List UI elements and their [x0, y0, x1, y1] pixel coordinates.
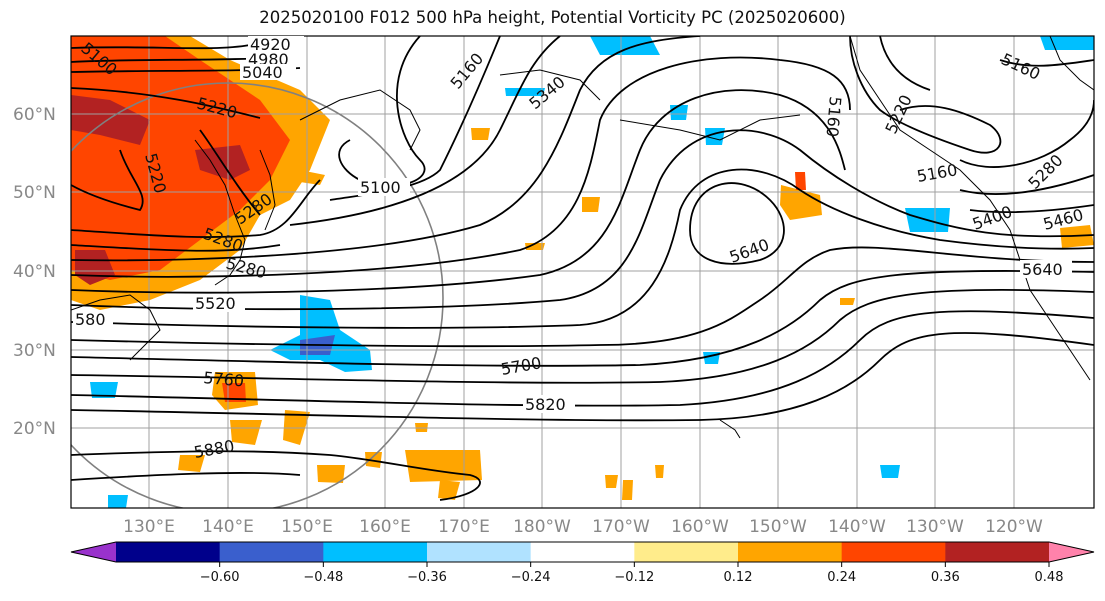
contour-label: 5640 [1022, 260, 1063, 279]
colorbar-segment [323, 542, 428, 562]
colorbar-segment [427, 542, 532, 562]
contour-label: 5520 [195, 294, 236, 313]
contour-label: 5040 [242, 63, 283, 82]
lat-label: 50°N [13, 183, 56, 203]
colorbar-tick-label: −0.48 [303, 570, 343, 585]
colorbar-segment [738, 542, 843, 562]
lat-label: 30°N [13, 341, 56, 361]
contour-label: 5100 [360, 178, 401, 197]
lat-label: 20°N [13, 419, 56, 439]
latitude-labels: 60°N 50°N 40°N 30°N 20°N [13, 105, 56, 439]
lon-label: 130°E [123, 517, 175, 537]
lon-label: 150°W [749, 517, 807, 537]
colorbar-tick-label: −0.24 [511, 570, 551, 585]
colorbar-tick-label: 0.12 [724, 570, 753, 585]
colorbar-extend-high [1049, 542, 1094, 562]
colorbar-tick-label: −0.36 [407, 570, 447, 585]
lon-label: 140°E [202, 517, 254, 537]
lon-label: 160°E [359, 517, 411, 537]
lat-label: 40°N [13, 262, 56, 282]
height-contours [71, 36, 1094, 501]
longitude-labels: 130°E 140°E 150°E 160°E 170°E 180°W 170°… [123, 517, 1043, 537]
lon-label: 120°W [985, 517, 1043, 537]
map-border [70, 35, 1095, 509]
colorbar-tick-label: 0.48 [1035, 570, 1064, 585]
lon-label: 150°E [281, 517, 333, 537]
colorbar-segment [530, 542, 635, 562]
contour-label: 5820 [525, 395, 566, 414]
lon-label: 130°W [906, 517, 964, 537]
contour-label: 5760 [203, 368, 245, 390]
colorbar-segment [116, 542, 221, 562]
contour-label: 4920 [250, 35, 291, 54]
lat-label: 60°N [13, 105, 56, 125]
colorbar-segment [945, 542, 1050, 562]
colorbar-outline [70, 541, 1095, 563]
colorbar-extend-low [71, 542, 116, 562]
lon-label: 170°W [592, 517, 650, 537]
range-circle [71, 82, 444, 508]
coastlines [71, 36, 1094, 439]
contour-label: 5160 [822, 96, 844, 138]
lon-label: 170°E [438, 517, 490, 537]
colorbar: −0.60 −0.48 −0.36 −0.24 −0.12 0.12 0.24 0.36 0.4… [70, 541, 1095, 585]
colorbar-segment [841, 542, 946, 562]
colorbar-segment [219, 542, 324, 562]
lon-label: 140°W [828, 517, 886, 537]
lon-label: 180°W [513, 517, 571, 537]
map-title: 2025020100 F012 500 hPa height, Potentia… [259, 8, 846, 27]
contour-label: 580 [75, 310, 106, 329]
colorbar-tick-label: −0.12 [614, 570, 654, 585]
colorbar-tick-label: 0.24 [827, 570, 856, 585]
colorbar-segment [634, 542, 739, 562]
lon-label: 160°W [671, 517, 729, 537]
colorbar-tick-label: 0.36 [931, 570, 960, 585]
colorbar-tick-label: −0.60 [200, 570, 240, 585]
